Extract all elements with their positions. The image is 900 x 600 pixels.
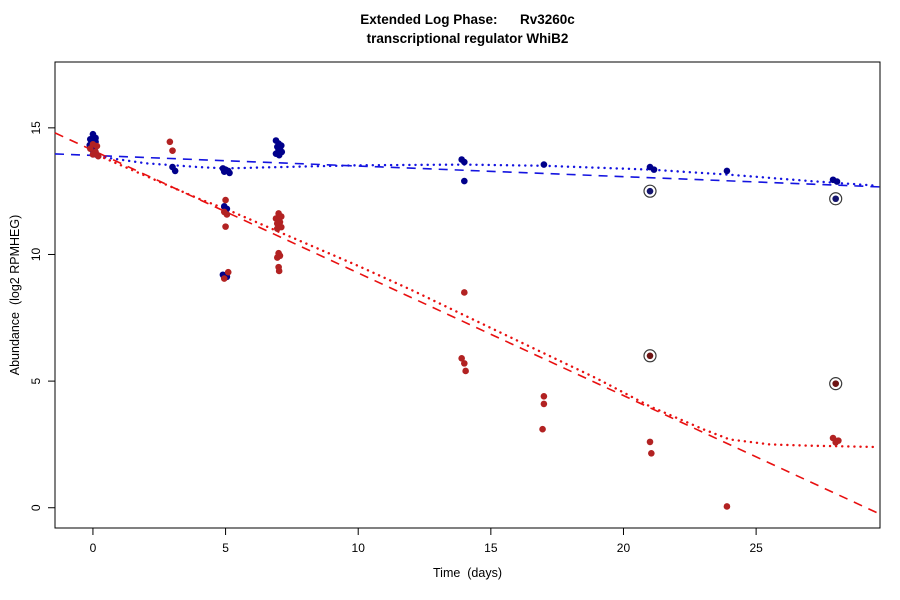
red-flagged-point bbox=[832, 380, 839, 387]
x-axis-tick-label: 20 bbox=[617, 541, 631, 555]
red-condition-point bbox=[540, 400, 548, 408]
red-flagged-point bbox=[646, 352, 654, 360]
red-condition-point bbox=[540, 393, 548, 400]
red-condition-point bbox=[222, 223, 229, 230]
red-flagged-ring bbox=[829, 377, 843, 391]
red-linear-fit-line bbox=[54, 132, 881, 515]
red-condition-point bbox=[223, 211, 231, 218]
red-condition-point bbox=[86, 145, 94, 152]
red-condition-point bbox=[539, 425, 546, 433]
red-condition-point bbox=[93, 142, 101, 150]
blue-condition-point bbox=[461, 177, 468, 185]
red-condition-point bbox=[273, 225, 281, 232]
red-condition-point bbox=[461, 360, 468, 367]
blue-condition-point bbox=[723, 167, 731, 175]
red-condition-point bbox=[273, 254, 281, 261]
y-axis-tick-label: 0 bbox=[29, 504, 43, 511]
red-condition-point bbox=[222, 196, 229, 204]
x-axis-tick-label: 5 bbox=[222, 541, 229, 555]
plot-box bbox=[54, 61, 881, 529]
x-axis-tick-label: 10 bbox=[352, 541, 366, 555]
chart-title-line1: Extended Log Phase: Rv3260c bbox=[360, 12, 575, 27]
red-flagged-ring bbox=[643, 349, 657, 363]
blue-flagged-point bbox=[646, 187, 654, 195]
blue-linear-fit-line bbox=[54, 153, 881, 188]
blue-flagged-ring bbox=[829, 192, 843, 206]
x-axis-tick-label: 0 bbox=[90, 541, 97, 555]
blue-smooth-fit-line bbox=[91, 154, 877, 187]
blue-flagged-point bbox=[832, 195, 839, 203]
red-condition-point bbox=[169, 147, 176, 154]
blue-condition-point bbox=[220, 168, 228, 175]
blue-condition-point bbox=[540, 161, 548, 168]
y-axis-tick-label: 15 bbox=[29, 121, 43, 135]
x-axis-tick-label: 25 bbox=[749, 541, 763, 555]
blue-condition-point bbox=[275, 151, 283, 159]
red-condition-point bbox=[166, 138, 174, 146]
red-smooth-fit-line bbox=[91, 151, 877, 449]
blue-condition-point bbox=[461, 158, 468, 166]
red-condition-point bbox=[94, 152, 102, 160]
blue-condition-point bbox=[650, 166, 658, 173]
red-condition-point bbox=[462, 367, 469, 375]
chart-title-line2: transcriptional regulator WhiB2 bbox=[366, 31, 569, 46]
y-axis-tick-label: 5 bbox=[29, 377, 43, 384]
red-condition-point bbox=[220, 275, 228, 282]
red-condition-point bbox=[461, 289, 468, 296]
x-axis-tick-label: 15 bbox=[484, 541, 498, 555]
red-condition-point bbox=[224, 268, 232, 276]
y-axis-tick-label: 10 bbox=[29, 247, 43, 261]
red-condition-point bbox=[723, 503, 731, 510]
red-condition-point bbox=[89, 151, 97, 158]
blue-flagged-ring bbox=[643, 184, 657, 198]
x-axis-label: Time (days) bbox=[433, 566, 502, 580]
blue-condition-point bbox=[171, 167, 179, 175]
red-condition-point bbox=[646, 438, 654, 446]
red-condition-point bbox=[458, 355, 465, 362]
blue-condition-point bbox=[833, 178, 841, 185]
red-condition-point bbox=[648, 449, 655, 457]
red-condition-point bbox=[275, 267, 283, 275]
blue-condition-point bbox=[226, 169, 233, 177]
red-condition-point bbox=[832, 439, 839, 446]
